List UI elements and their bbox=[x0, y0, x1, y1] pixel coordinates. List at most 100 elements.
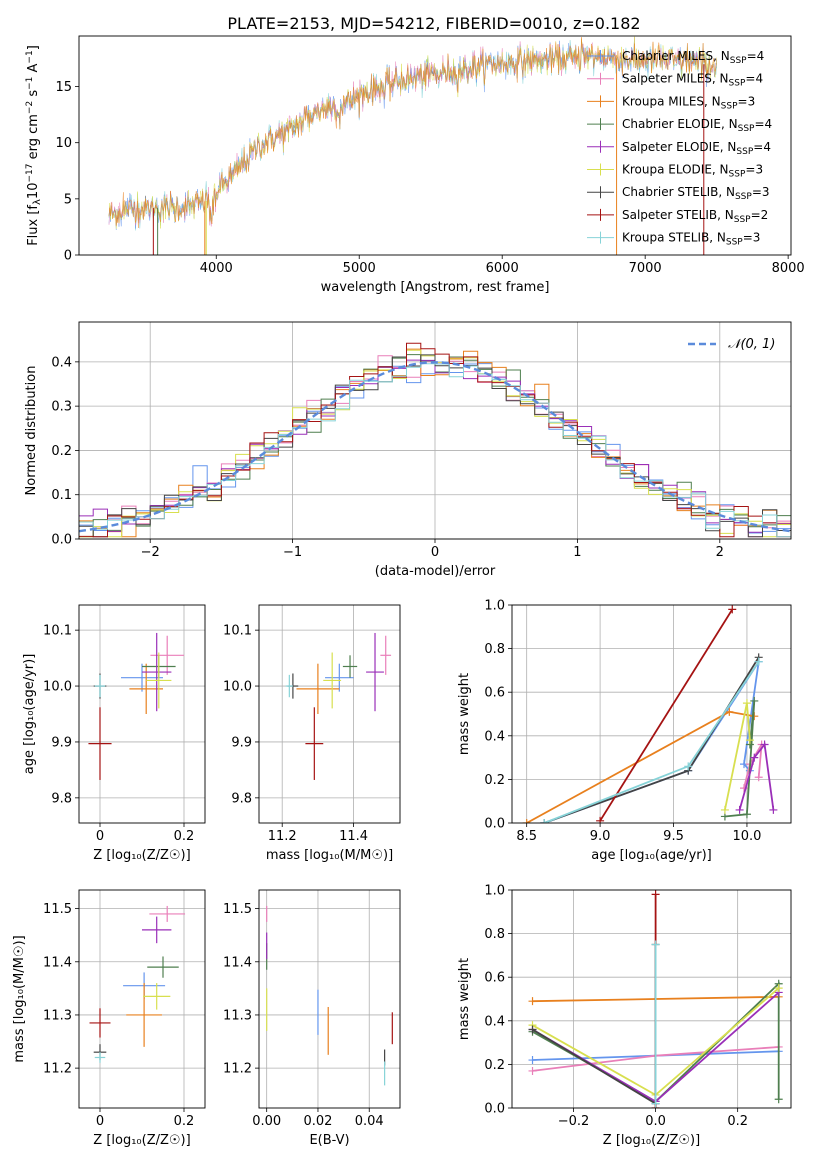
spectrum-plot-area bbox=[108, 36, 718, 255]
weight-marker bbox=[754, 657, 763, 666]
y-tick-label: 11.4 bbox=[223, 955, 252, 970]
legend-entry-tail: =4 bbox=[747, 49, 765, 63]
weight_vs_Z-plot-area bbox=[528, 890, 783, 1108]
legend-entry-tail: =4 bbox=[753, 140, 771, 154]
weight-marker bbox=[596, 816, 605, 823]
x-axis-label: E(B-V) bbox=[309, 1133, 349, 1148]
y-axis-label: mass weight bbox=[457, 673, 472, 755]
axes-frame bbox=[78, 35, 792, 256]
y-axis-label: Normed distribution bbox=[24, 366, 39, 496]
legend-entry: Kroupa MILES, NSSP=3 bbox=[622, 94, 755, 111]
legend-entry-sub: SSP bbox=[736, 147, 753, 157]
legend-entry-tail: =3 bbox=[743, 231, 761, 245]
weight-marker bbox=[651, 1099, 660, 1108]
weight-marker bbox=[740, 784, 749, 793]
weight-marker bbox=[742, 810, 751, 819]
legend-entry-sub: SSP bbox=[729, 170, 746, 180]
y-tick-label: 10.1 bbox=[223, 624, 252, 639]
y-tick-label: 9.9 bbox=[231, 735, 252, 750]
x-tick-label: 8000 bbox=[772, 261, 805, 276]
age_vs_mass-plot-area bbox=[285, 632, 392, 780]
residual-histogram bbox=[79, 342, 791, 538]
weight-marker bbox=[745, 736, 754, 745]
x-tick-label: 0 bbox=[431, 545, 439, 560]
weight-marker bbox=[774, 1095, 783, 1104]
weight-marker bbox=[528, 1056, 537, 1065]
axes-mass_vs_EBV: 0.00 0.02 0.04 11.2 11.3 11.4 11.5 E(B-V) bbox=[223, 889, 401, 1148]
legend-entry-label: Chabrier ELODIE, N bbox=[622, 117, 738, 131]
weight-marker bbox=[754, 773, 763, 782]
legend-entry-sub: SSP bbox=[734, 215, 751, 225]
y-tick-label: 0.0 bbox=[51, 533, 72, 548]
mass_vs_Z-plot-area bbox=[89, 905, 186, 1063]
weight-marker bbox=[735, 805, 744, 814]
weight-marker bbox=[684, 762, 693, 771]
y-tick-label: 11.5 bbox=[43, 902, 72, 917]
y-axis-label-part: erg cm bbox=[26, 114, 41, 163]
axes-weight_vs_Z: −0.2 0.0 0.2 0.0 0.2 0.4 0.6 0.8 1.0 Z [log₁₀(Z/Z… bbox=[457, 884, 792, 1148]
y-tick-label: 0.1 bbox=[51, 488, 72, 503]
y-tick-label: 11.2 bbox=[223, 1062, 252, 1077]
legend-entry-label: Kroupa ELODIE, N bbox=[622, 163, 729, 177]
weight-marker bbox=[528, 997, 537, 1006]
axes-weight_vs_age: 8.5 9.0 9.5 10.0 0.0 0.2 0.4 0.6 0.8 1.0 age [log₁… bbox=[457, 599, 792, 863]
x-axis-label: Z [log₁₀(Z/Z☉)] bbox=[93, 848, 190, 863]
weight-marker bbox=[750, 753, 759, 762]
x-tick-label: 0.02 bbox=[303, 1114, 332, 1129]
residual-plot-area bbox=[79, 342, 791, 538]
x-tick-label: −0.2 bbox=[558, 1114, 590, 1129]
x-tick-label: 0 bbox=[96, 829, 104, 844]
y-tick-label: 11.3 bbox=[223, 1008, 252, 1023]
legend-entry-label: Kroupa MILES, N bbox=[622, 94, 721, 108]
y-tick-label: 0 bbox=[64, 249, 72, 264]
y-axis-label-part: −1 bbox=[25, 77, 35, 90]
x-tick-label: 10.0 bbox=[732, 829, 761, 844]
weight-line bbox=[532, 944, 657, 1106]
x-tick-label: 11.2 bbox=[268, 829, 297, 844]
legend-entry: Salpeter MILES, NSSP=4 bbox=[622, 72, 763, 89]
legend-entry: 𝒩(0, 1) bbox=[728, 337, 775, 352]
y-axis-label: mass [log₁₀(M/M☉)] bbox=[12, 935, 27, 1062]
x-axis-label: wavelength [Angstrom, rest frame] bbox=[321, 280, 550, 295]
x-tick-label: 8.5 bbox=[516, 829, 537, 844]
axes-spectrum: 4000 5000 6000 7000 8000 0 5 10 15 wavelength [An… bbox=[25, 35, 805, 295]
x-tick-label: −2 bbox=[141, 545, 160, 560]
y-tick-label: 10.0 bbox=[223, 680, 252, 695]
y-tick-label: 0.2 bbox=[484, 1058, 505, 1073]
x-axis-label: mass [log₁₀(M/M☉)] bbox=[266, 848, 393, 863]
y-tick-label: 11.4 bbox=[43, 955, 72, 970]
axes-age_vs_Z: 0 0.2 9.8 9.9 10.0 10.1 Z [log₁₀(Z/Z☉)] age [lo… bbox=[22, 604, 206, 863]
y-tick-label: 0.0 bbox=[484, 817, 505, 832]
legend-entry-tail: =4 bbox=[745, 72, 763, 86]
y-tick-label: 9.8 bbox=[231, 791, 252, 806]
x-axis-label: (data-model)/error bbox=[375, 564, 496, 579]
x-tick-label: 11.4 bbox=[339, 829, 368, 844]
y-tick-label: 1.0 bbox=[484, 599, 505, 614]
x-tick-label: 0.2 bbox=[727, 1114, 748, 1129]
mass_vs_EBV-plot-area bbox=[266, 905, 393, 1086]
x-tick-label: 0.2 bbox=[174, 829, 195, 844]
legend-entry-sub: SSP bbox=[730, 56, 747, 66]
y-tick-label: 1.0 bbox=[484, 884, 505, 899]
weight-marker bbox=[651, 890, 660, 899]
legend-entry: Kroupa STELIB, NSSP=3 bbox=[622, 231, 760, 248]
legend-entry-label: Salpeter MILES, N bbox=[622, 72, 729, 86]
axes-frame bbox=[78, 604, 206, 824]
x-tick-label: 5000 bbox=[343, 261, 376, 276]
y-tick-label: 15 bbox=[55, 80, 72, 95]
x-tick-label: 0.04 bbox=[355, 1114, 384, 1129]
weight-line bbox=[738, 742, 775, 811]
y-tick-label: 9.9 bbox=[51, 735, 72, 750]
y-tick-label: 10.1 bbox=[43, 624, 72, 639]
axes-frame bbox=[258, 604, 401, 824]
y-tick-label: 0.0 bbox=[484, 1102, 505, 1117]
x-tick-label: 9.0 bbox=[590, 829, 611, 844]
y-tick-label: 0.4 bbox=[484, 729, 505, 744]
y-tick-label: 0.3 bbox=[51, 400, 72, 415]
y-axis-label-part: A bbox=[26, 63, 41, 76]
weight-line bbox=[724, 702, 751, 811]
x-tick-label: 4000 bbox=[200, 261, 233, 276]
axes-age_vs_mass: 11.2 11.4 9.8 9.9 10.0 10.1 mass [log₁₀(M/M☉)] bbox=[223, 604, 401, 863]
y-tick-label: 11.3 bbox=[43, 1008, 72, 1023]
